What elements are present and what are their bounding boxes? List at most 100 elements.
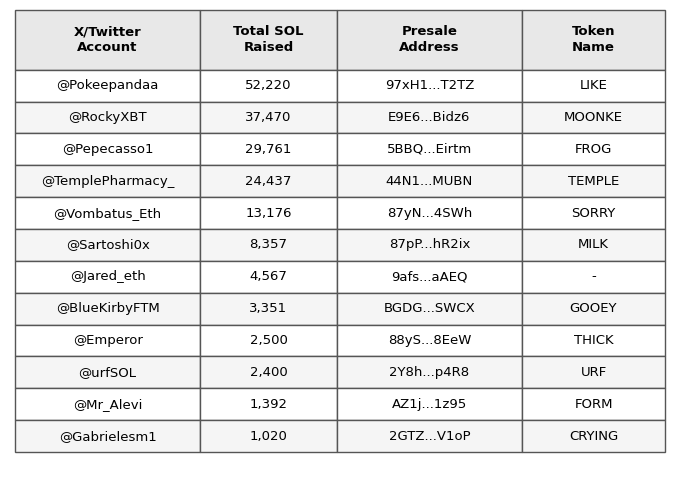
Bar (522, 197, 665, 229)
Bar (15, 197, 200, 229)
Text: 37,470: 37,470 (245, 111, 292, 124)
Text: @Jared_eth: @Jared_eth (70, 270, 146, 283)
Text: 87pP...hR2ix: 87pP...hR2ix (389, 239, 470, 252)
Bar (200, 356, 337, 388)
Bar (15, 102, 200, 134)
Bar (522, 134, 665, 165)
Text: MILK: MILK (578, 239, 609, 252)
Text: 97xH1...T2TZ: 97xH1...T2TZ (385, 79, 474, 92)
Text: @Mr_Alevi: @Mr_Alevi (73, 398, 142, 411)
Bar (200, 134, 337, 165)
Bar (522, 293, 665, 324)
Bar (337, 70, 522, 102)
Text: 1,392: 1,392 (250, 398, 288, 411)
Bar (15, 261, 200, 293)
Text: FROG: FROG (575, 143, 612, 156)
Bar (337, 261, 522, 293)
Text: @TemplePharmacy_: @TemplePharmacy_ (41, 174, 174, 187)
Text: @Gabrielesm1: @Gabrielesm1 (58, 429, 156, 442)
Text: Presale
Address: Presale Address (399, 26, 460, 54)
Text: URF: URF (580, 366, 607, 379)
Text: Token
Name: Token Name (572, 26, 615, 54)
Bar (200, 70, 337, 102)
Bar (15, 324, 200, 356)
Bar (337, 388, 522, 420)
Bar (200, 261, 337, 293)
Bar (200, 420, 337, 452)
Text: 13,176: 13,176 (245, 207, 292, 219)
Bar (337, 165, 522, 197)
Text: 2Y8h...p4R8: 2Y8h...p4R8 (390, 366, 469, 379)
Bar (15, 356, 200, 388)
Text: 24,437: 24,437 (245, 174, 292, 187)
Text: 8,357: 8,357 (250, 239, 288, 252)
Text: 5BBQ...Eirtm: 5BBQ...Eirtm (387, 143, 472, 156)
Bar (15, 229, 200, 261)
Bar (522, 165, 665, 197)
Bar (200, 324, 337, 356)
Text: LIKE: LIKE (579, 79, 607, 92)
Bar (522, 229, 665, 261)
Bar (200, 165, 337, 197)
Bar (15, 165, 200, 197)
Bar (337, 420, 522, 452)
Bar (200, 388, 337, 420)
Bar (200, 293, 337, 324)
Bar (522, 102, 665, 134)
Text: @RockyXBT: @RockyXBT (68, 111, 147, 124)
Text: THICK: THICK (574, 334, 613, 347)
Bar (200, 229, 337, 261)
Text: AZ1j...1z95: AZ1j...1z95 (392, 398, 467, 411)
Bar (522, 388, 665, 420)
Text: 52,220: 52,220 (245, 79, 292, 92)
Text: 88yS...8EeW: 88yS...8EeW (388, 334, 471, 347)
Bar (200, 10, 337, 70)
Bar (337, 134, 522, 165)
Text: 4,567: 4,567 (250, 270, 288, 283)
Bar (15, 10, 200, 70)
Bar (337, 356, 522, 388)
Bar (337, 324, 522, 356)
Bar (15, 420, 200, 452)
Text: @urfSOL: @urfSOL (79, 366, 137, 379)
Text: 87yN...4SWh: 87yN...4SWh (387, 207, 472, 219)
Bar (522, 324, 665, 356)
Text: X/Twitter
Account: X/Twitter Account (73, 26, 141, 54)
Text: 44N1...MUBN: 44N1...MUBN (386, 174, 473, 187)
Bar (337, 293, 522, 324)
Text: @Emperor: @Emperor (73, 334, 143, 347)
Text: E9E6...Bidz6: E9E6...Bidz6 (388, 111, 471, 124)
Text: 2,500: 2,500 (250, 334, 288, 347)
Bar (522, 70, 665, 102)
Text: BGDG...SWCX: BGDG...SWCX (384, 302, 475, 315)
Bar (15, 134, 200, 165)
Bar (15, 388, 200, 420)
Text: GOOEY: GOOEY (570, 302, 617, 315)
Bar (522, 420, 665, 452)
Bar (337, 10, 522, 70)
Text: CRYING: CRYING (569, 429, 618, 442)
Bar (200, 197, 337, 229)
Text: @Sartoshi0x: @Sartoshi0x (66, 239, 150, 252)
Text: 2GTZ...V1oP: 2GTZ...V1oP (388, 429, 470, 442)
Bar (337, 197, 522, 229)
Text: SORRY: SORRY (571, 207, 615, 219)
Bar (337, 102, 522, 134)
Bar (522, 261, 665, 293)
Bar (15, 70, 200, 102)
Text: Total SOL
Raised: Total SOL Raised (233, 26, 304, 54)
Text: -: - (591, 270, 596, 283)
Text: @Pokeepandaa: @Pokeepandaa (56, 79, 159, 92)
Text: 1,020: 1,020 (250, 429, 288, 442)
Text: @Pepecasso1: @Pepecasso1 (62, 143, 154, 156)
Text: 29,761: 29,761 (245, 143, 292, 156)
Bar (522, 356, 665, 388)
Text: 2,400: 2,400 (250, 366, 288, 379)
Bar (337, 229, 522, 261)
Text: @BlueKirbyFTM: @BlueKirbyFTM (56, 302, 160, 315)
Bar (15, 293, 200, 324)
Text: MOONKE: MOONKE (564, 111, 623, 124)
Text: @Vombatus_Eth: @Vombatus_Eth (54, 207, 162, 219)
Text: 3,351: 3,351 (250, 302, 288, 315)
Bar (200, 102, 337, 134)
